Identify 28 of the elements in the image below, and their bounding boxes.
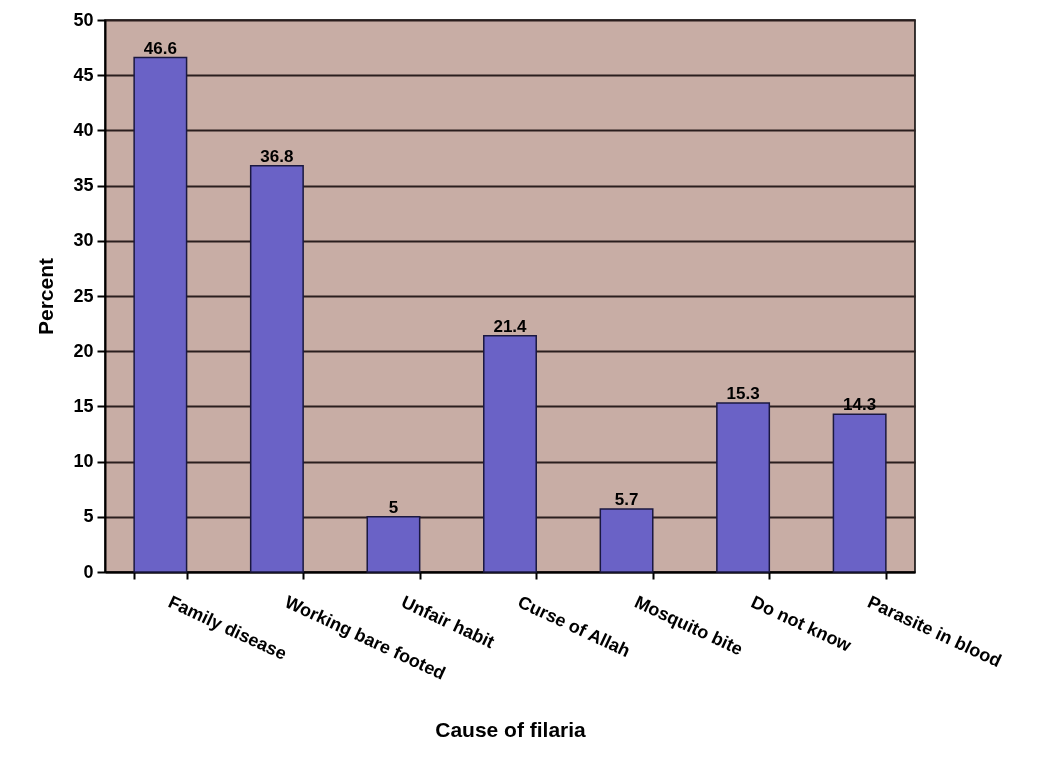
data-label: 36.8 (260, 146, 294, 166)
x-tick-label: Do not know (747, 591, 856, 656)
y-tick-label: 35 (73, 175, 94, 196)
data-label: 15.3 (726, 384, 760, 404)
y-tick-label: 40 (73, 119, 94, 140)
data-label: 46.6 (143, 38, 177, 58)
y-tick-label: 0 (83, 561, 94, 582)
x-axis-title: Cause of filaria (435, 717, 587, 741)
bar (599, 508, 654, 573)
bar (133, 56, 188, 573)
y-tick-label: 50 (73, 9, 94, 30)
data-label: 21.4 (493, 316, 528, 336)
y-axis-title: Percent (34, 257, 58, 336)
bar (716, 402, 771, 573)
bar (366, 516, 421, 573)
bar (483, 334, 537, 573)
y-tick-label: 20 (73, 340, 94, 361)
y-tick-label: 5 (83, 506, 94, 527)
bar (832, 413, 887, 573)
data-label: 5.7 (614, 490, 639, 510)
y-tick-label: 25 (73, 285, 94, 306)
y-tick-label: 30 (73, 230, 94, 251)
bar (249, 164, 304, 573)
y-tick-label: 10 (73, 451, 94, 472)
data-label: 5 (388, 497, 399, 517)
x-tick-label: Curse of Allah (514, 591, 634, 662)
y-tick-label: 45 (73, 64, 94, 85)
y-tick-label: 15 (73, 395, 94, 416)
